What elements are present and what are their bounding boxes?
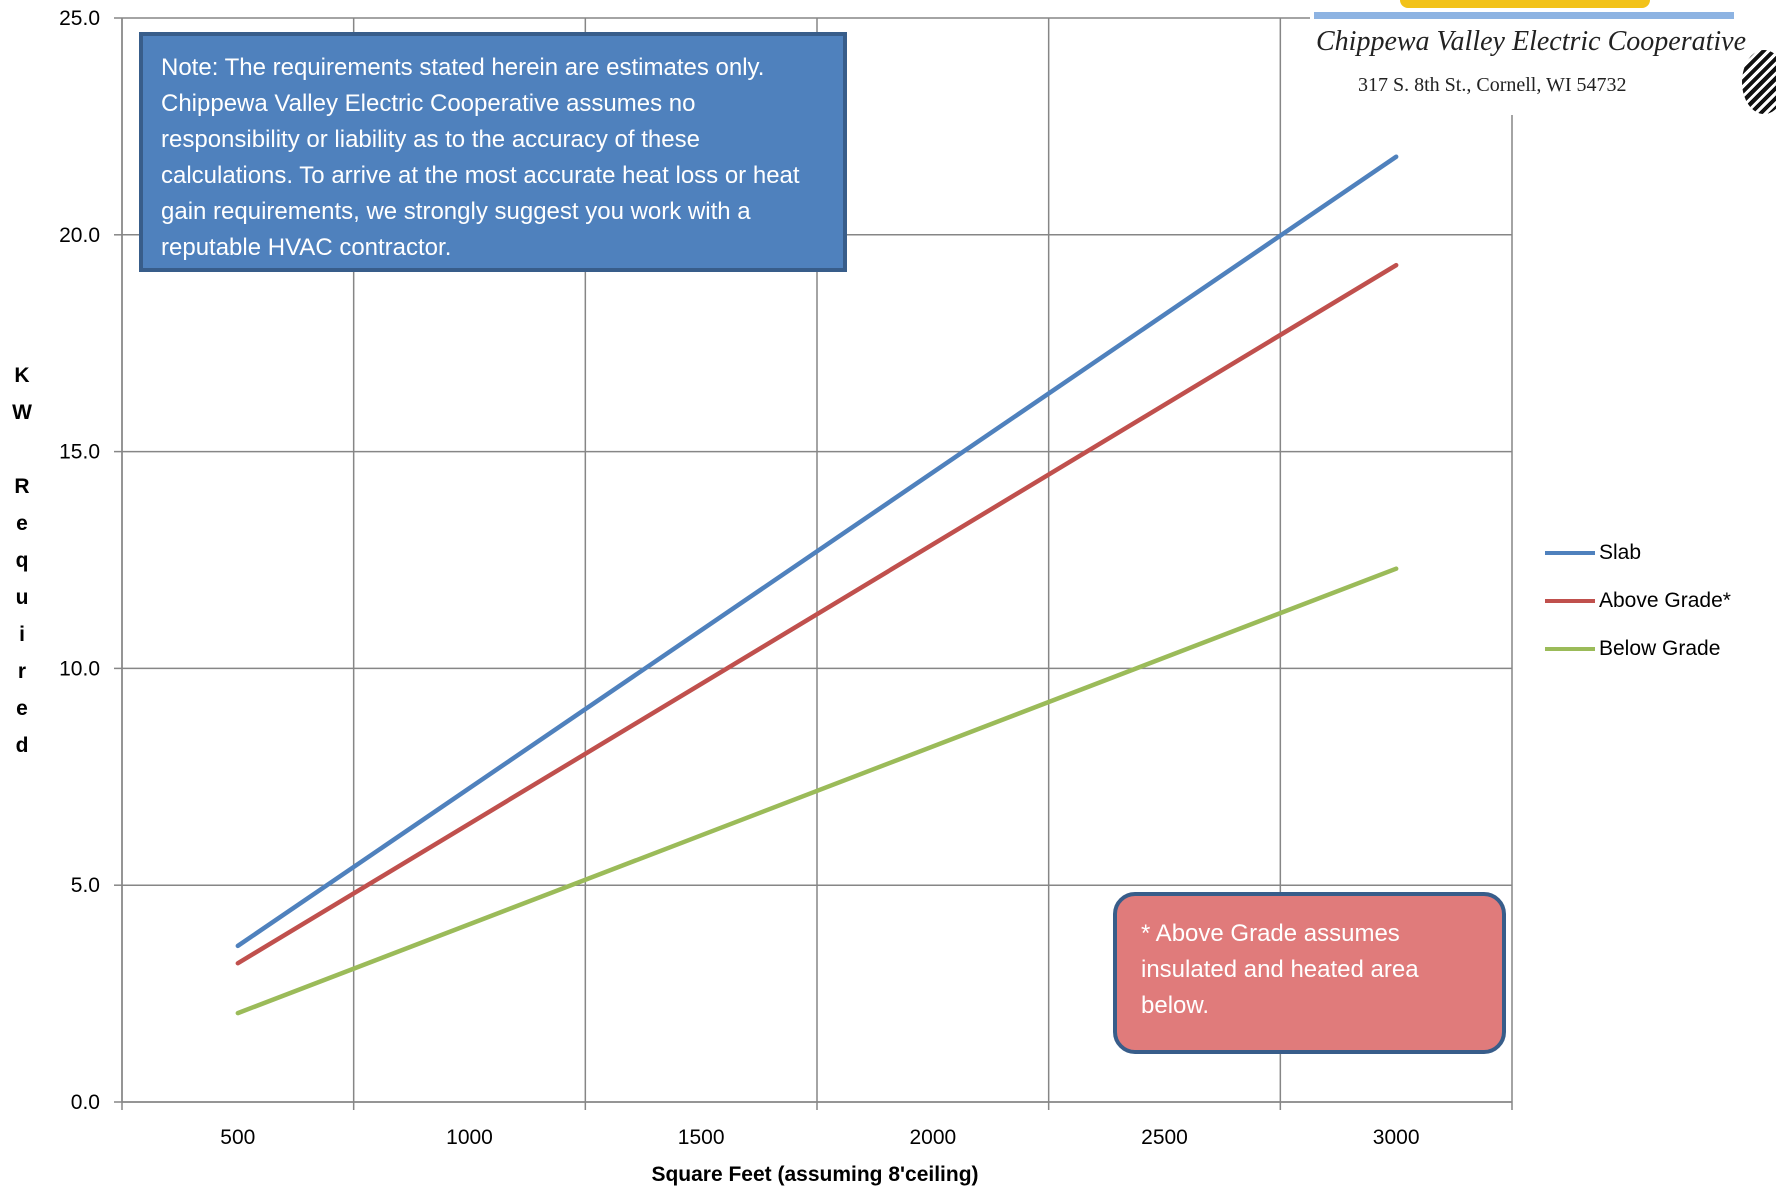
legend-item: Above Grade* (1545, 589, 1731, 613)
legend-swatch (1545, 647, 1595, 651)
x-tick-labels: 500 1000 1500 2000 2500 3000 (220, 1126, 1419, 1149)
y-tick-label: 5.0 (71, 874, 100, 897)
legend-label: Slab (1599, 541, 1642, 564)
cooperative-logo: Chippewa Valley Electric Cooperative 317… (1310, 0, 1776, 115)
legend: Slab Above Grade* Below Grade (1545, 541, 1731, 685)
y-axis-title-letter: d (16, 734, 29, 757)
y-axis-title-letter: i (19, 623, 25, 646)
disclaimer-note: Note: The requirements stated herein are… (139, 32, 847, 272)
y-axis-title-letter: u (16, 586, 29, 609)
axes (114, 17, 1513, 1110)
y-tick-label: 15.0 (59, 441, 100, 464)
sun-icon (1400, 0, 1650, 8)
cooperative-emblem-icon (1742, 50, 1776, 114)
y-axis-title-letter: r (18, 660, 26, 683)
y-axis-title-letter: q (16, 549, 29, 572)
legend-swatch (1545, 551, 1595, 555)
logo-name: Chippewa Valley Electric Cooperative (1316, 26, 1747, 57)
x-tick-label: 1000 (446, 1126, 493, 1149)
y-axis-title-letter: e (16, 697, 28, 720)
y-tick-label: 0.0 (71, 1091, 100, 1114)
legend-label: Above Grade* (1599, 589, 1731, 612)
legend-swatch (1545, 599, 1595, 603)
y-axis-title-letter: e (16, 512, 28, 535)
y-axis-title-letter: K (14, 364, 29, 387)
x-tick-label: 3000 (1373, 1126, 1420, 1149)
legend-item: Below Grade (1545, 637, 1731, 661)
y-tick-label: 10.0 (59, 657, 100, 680)
x-tick-label: 500 (220, 1126, 255, 1149)
x-tick-label: 1500 (678, 1126, 725, 1149)
series-line-slab (235, 154, 1399, 949)
y-axis-title-letter: W (12, 401, 32, 424)
legend-item: Slab (1545, 541, 1731, 565)
series-line-below-grade (235, 566, 1399, 1016)
logo-address: 317 S. 8th St., Cornell, WI 54732 (1358, 74, 1627, 96)
x-axis-title: Square Feet (assuming 8'ceiling) (651, 1163, 978, 1186)
series-lines (235, 154, 1399, 1016)
y-tick-labels: 0.0 5.0 10.0 15.0 20.0 25.0 (59, 7, 100, 1114)
y-tick-label: 25.0 (59, 7, 100, 30)
legend-label: Below Grade (1599, 637, 1721, 660)
series-line-above-grade (235, 262, 1399, 966)
y-axis-title-letter: R (14, 475, 29, 498)
above-grade-footnote: * Above Grade assumes insulated and heat… (1113, 892, 1506, 1054)
logo-divider (1314, 12, 1734, 19)
y-tick-label: 20.0 (59, 224, 100, 247)
x-tick-label: 2000 (909, 1126, 956, 1149)
x-tick-label: 2500 (1141, 1126, 1188, 1149)
